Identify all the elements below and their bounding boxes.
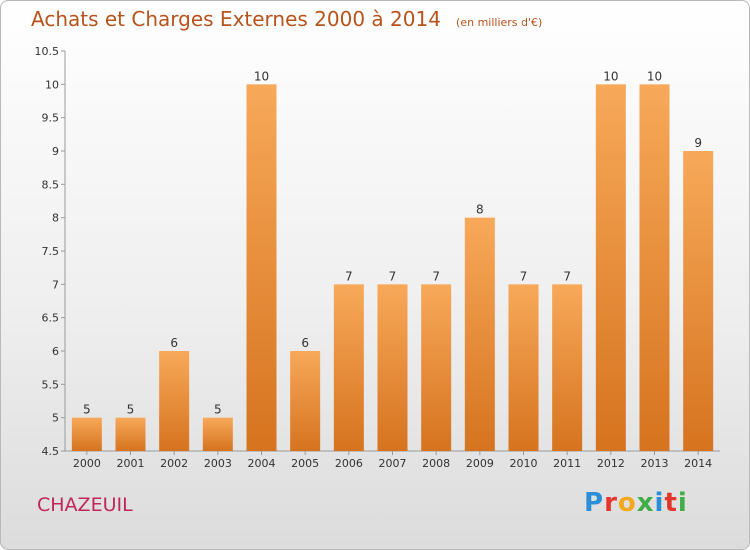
y-tick-label: 7.5	[42, 245, 60, 258]
brand-letter: P	[584, 488, 605, 518]
bar	[595, 84, 626, 451]
bar	[333, 284, 364, 451]
bar-value-label: 7	[563, 269, 571, 283]
brand-letter: x	[636, 488, 655, 518]
y-tick-label: 9	[52, 145, 59, 158]
x-tick-label: 2004	[248, 457, 276, 470]
bar-value-label: 7	[345, 269, 353, 283]
x-tick-label: 2000	[73, 457, 101, 470]
bar	[290, 351, 321, 451]
y-tick-label: 8.5	[42, 178, 60, 191]
chart-value-labels: 5 5 6 5 10 6 7 7 7 8 7 7 10 10 9	[83, 69, 702, 416]
x-tick-label: 2011	[553, 457, 581, 470]
title-row: Achats et Charges Externes 2000 à 2014 (…	[31, 7, 542, 31]
bar	[639, 84, 670, 451]
y-tick-label: 6.5	[42, 312, 60, 325]
x-tick-label: 2009	[466, 457, 494, 470]
bar	[159, 351, 190, 451]
bar	[683, 151, 714, 451]
bar	[246, 84, 277, 451]
x-tick-label: 2002	[160, 457, 188, 470]
bar-value-label: 5	[127, 403, 135, 417]
chart-bars	[71, 84, 714, 451]
brand-letter: i	[677, 488, 688, 518]
brand-letter: i	[654, 488, 665, 518]
y-tick-label: 10.5	[35, 45, 60, 58]
chart-axes: 4.5 5 5.5 6 6.5 7 7.5 8 8.5 9 9.5 10 10.5 2000 2001 200…	[35, 45, 720, 470]
y-tick-label: 10	[45, 78, 59, 91]
bar-value-label: 5	[214, 403, 222, 417]
bar	[377, 284, 408, 451]
y-tick-label: 6	[52, 345, 59, 358]
bar-value-label: 5	[83, 403, 91, 417]
y-tick-label: 5.5	[42, 378, 60, 391]
bar-value-label: 10	[254, 69, 269, 83]
brand-letter: o	[617, 488, 637, 518]
brand-logo: Proxiti	[584, 488, 688, 518]
x-tick-label: 2007	[379, 457, 407, 470]
y-tick-label: 9.5	[42, 112, 60, 125]
x-tick-label: 2013	[641, 457, 669, 470]
bar-value-label: 7	[389, 269, 397, 283]
x-tick-label: 2014	[684, 457, 712, 470]
bar	[71, 417, 102, 451]
brand-letter: t	[664, 488, 678, 518]
bar-value-label: 6	[170, 336, 178, 350]
x-tick-label: 2012	[597, 457, 625, 470]
x-tick-label: 2010	[510, 457, 538, 470]
bar-value-label: 6	[301, 336, 309, 350]
bar	[552, 284, 583, 451]
bar	[464, 217, 495, 451]
bar-value-label: 8	[476, 203, 484, 217]
x-tick-label: 2003	[204, 457, 232, 470]
bar-value-label: 9	[694, 136, 702, 150]
x-tick-label: 2008	[422, 457, 450, 470]
chart-subtitle: (en milliers d'€)	[456, 16, 543, 29]
y-tick-label: 8	[52, 212, 59, 225]
x-tick-label: 2006	[335, 457, 363, 470]
bar-value-label: 7	[432, 269, 440, 283]
y-tick-label: 5	[52, 412, 59, 425]
x-tick-label: 2001	[117, 457, 145, 470]
bar	[508, 284, 539, 451]
chart-title: Achats et Charges Externes 2000 à 2014	[31, 7, 441, 31]
bar-value-label: 10	[603, 69, 618, 83]
bar-value-label: 7	[520, 269, 528, 283]
bar-value-label: 10	[647, 69, 662, 83]
bar	[202, 417, 233, 451]
y-tick-label: 7	[52, 278, 59, 291]
bar	[421, 284, 452, 451]
brand-letter: r	[604, 488, 618, 518]
x-tick-label: 2005	[291, 457, 319, 470]
place-name: CHAZEUIL	[37, 494, 133, 516]
bar	[115, 417, 146, 451]
y-tick-label: 4.5	[42, 445, 60, 458]
